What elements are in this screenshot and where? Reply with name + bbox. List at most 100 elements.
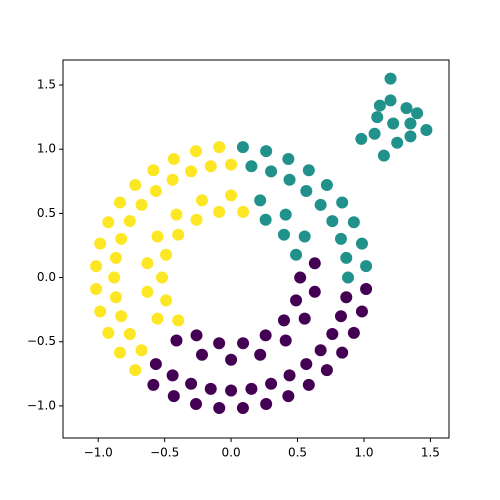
point [336, 346, 349, 359]
point [298, 312, 311, 325]
point [404, 130, 417, 143]
point [160, 294, 173, 307]
point [283, 369, 296, 382]
point [109, 291, 122, 304]
point [213, 401, 226, 414]
point [151, 230, 164, 243]
point [141, 285, 154, 298]
point [115, 310, 128, 323]
point [160, 248, 173, 261]
point [190, 397, 203, 410]
y-tick-label: −0.5 [27, 334, 56, 348]
point [404, 117, 417, 130]
point [326, 215, 339, 228]
point [377, 149, 390, 162]
point [190, 213, 203, 226]
point [102, 326, 115, 339]
point [340, 251, 353, 264]
point [260, 397, 273, 410]
point [90, 260, 103, 273]
point [225, 158, 238, 171]
point [102, 216, 115, 229]
point [237, 337, 250, 350]
point [279, 208, 292, 221]
point [166, 173, 179, 186]
y-tick-label: 0.0 [37, 270, 56, 284]
point [347, 216, 360, 229]
point [265, 377, 278, 390]
y-tick-label: 1.5 [37, 78, 56, 92]
x-tick-label: −1.0 [84, 446, 113, 460]
point [300, 185, 313, 198]
point [254, 194, 267, 207]
point [185, 377, 198, 390]
point [320, 179, 333, 192]
point [237, 205, 250, 218]
point [314, 198, 327, 211]
point [114, 196, 127, 209]
point [149, 185, 162, 198]
point [391, 136, 404, 149]
y-tick-label: 0.5 [37, 206, 56, 220]
point [283, 173, 296, 186]
point [302, 164, 315, 177]
point [149, 358, 162, 371]
point [314, 344, 327, 357]
point [195, 348, 208, 361]
point [360, 260, 373, 273]
point [400, 102, 413, 115]
point [115, 232, 128, 245]
point [213, 337, 226, 350]
point [279, 334, 292, 347]
point [300, 358, 313, 371]
point [170, 334, 183, 347]
point [420, 123, 433, 136]
point [308, 285, 321, 298]
point [260, 145, 273, 158]
point [308, 257, 321, 270]
point [167, 152, 180, 165]
point [236, 141, 249, 154]
y-tick-label: 1.0 [37, 142, 56, 156]
point [411, 107, 424, 120]
point [129, 364, 142, 377]
x-tick-label: −0.5 [150, 446, 179, 460]
point [151, 312, 164, 325]
point [298, 230, 311, 243]
point [334, 232, 347, 245]
y-tick-label: −1.0 [27, 398, 56, 412]
point [355, 237, 368, 250]
point [384, 94, 397, 107]
point [326, 328, 339, 341]
point [166, 369, 179, 382]
point [282, 390, 295, 403]
point [290, 248, 303, 261]
point [147, 378, 160, 391]
point [302, 378, 315, 391]
point [190, 329, 203, 342]
point [135, 198, 148, 211]
plot-area [90, 72, 433, 414]
point [336, 196, 349, 209]
point [277, 228, 290, 241]
x-tick-label: 0.0 [222, 446, 241, 460]
point [94, 305, 107, 318]
point [355, 305, 368, 318]
point [340, 291, 353, 304]
point [195, 194, 208, 207]
point [109, 251, 122, 264]
point [204, 382, 217, 395]
point [320, 364, 333, 377]
point [108, 271, 121, 284]
point [342, 271, 355, 284]
point [245, 382, 258, 395]
x-tick-label: 0.5 [288, 446, 307, 460]
point [259, 213, 272, 226]
point [213, 141, 226, 154]
point [114, 346, 127, 359]
point [147, 164, 160, 177]
point [282, 152, 295, 165]
point [167, 390, 180, 403]
x-tick-label: 1.0 [354, 446, 373, 460]
